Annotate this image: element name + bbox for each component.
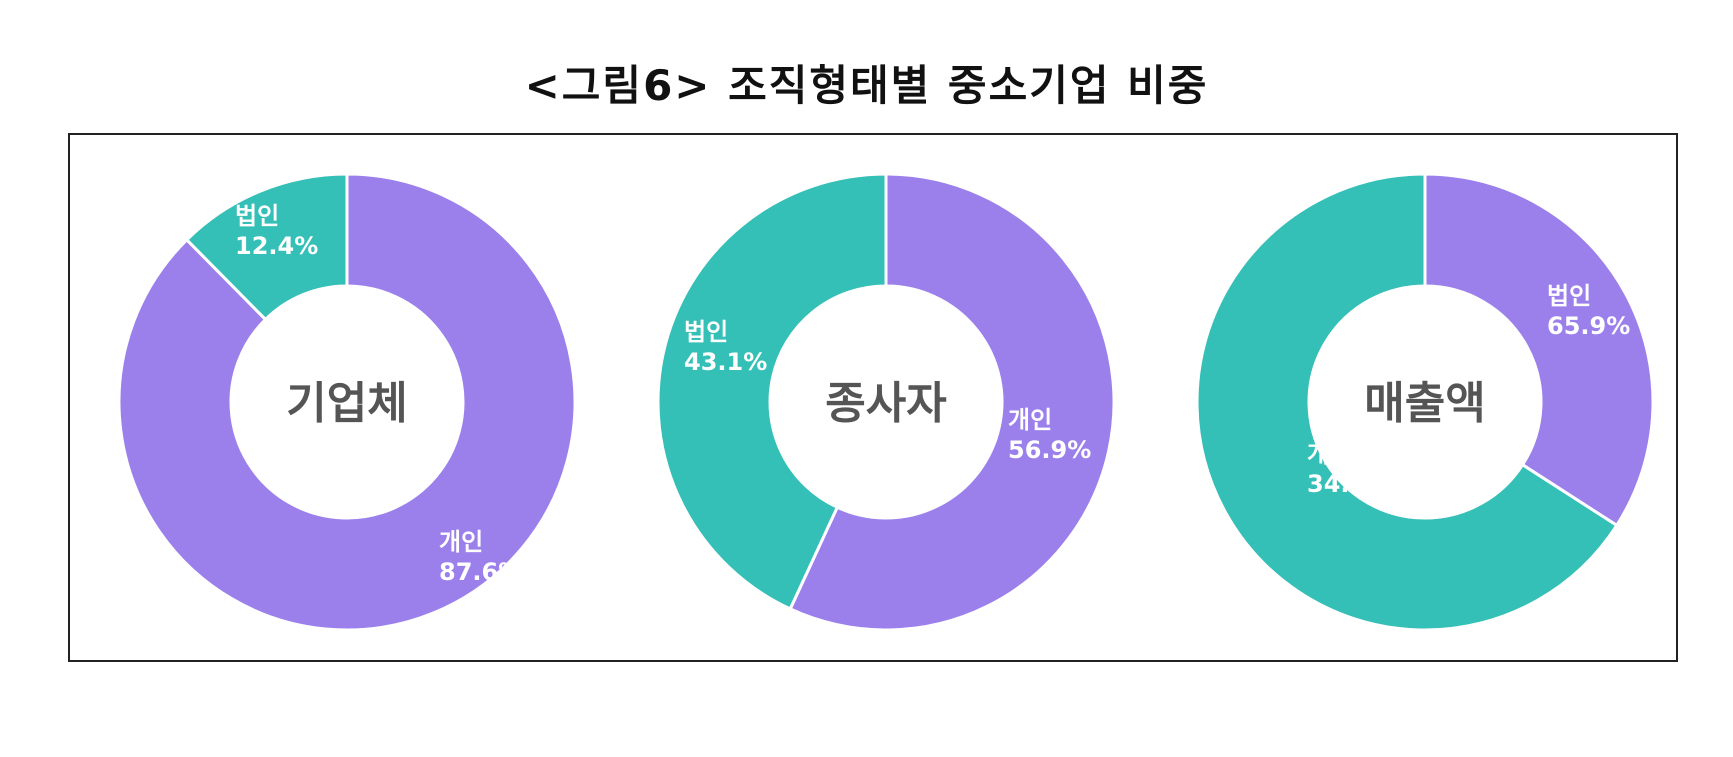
donut-3-slice-1-value: 34.1% bbox=[1307, 470, 1390, 498]
donut-1-slice-1-value: 87.6% bbox=[439, 558, 522, 586]
chart-title: <그림6> 조직형태별 중소기업 비중 bbox=[524, 61, 1209, 110]
donut-3-slice-2 bbox=[1195, 172, 1619, 632]
donut-2-slice-1 bbox=[788, 172, 1116, 632]
donut-2-slice-2-value: 43.1% bbox=[684, 348, 767, 376]
donut-3-slice-1 bbox=[1423, 172, 1655, 528]
donut-1-slice-2-value: 12.4% bbox=[235, 232, 318, 260]
donut-2-slice-1-name: 개인 bbox=[1008, 406, 1052, 434]
donut-2-center-label: 종사자 bbox=[825, 378, 946, 429]
donut-1-slice-2-name: 법인 bbox=[235, 202, 279, 230]
donut-3-slice-2-value: 65.9% bbox=[1547, 312, 1630, 340]
donut-2-slice-1-value: 56.9% bbox=[1008, 436, 1091, 464]
donut-2-slice-2 bbox=[656, 172, 888, 611]
donut-2-slice-2-name: 법인 bbox=[684, 318, 728, 346]
donut-3-slice-1-name: 개인 bbox=[1307, 440, 1351, 468]
donut-3-slice-2-name: 법인 bbox=[1547, 282, 1591, 310]
donut-1-slice-1-name: 개인 bbox=[439, 528, 483, 556]
donut-3-center-label: 매출액 bbox=[1364, 378, 1485, 429]
donut-1-center-label: 기업체 bbox=[286, 378, 407, 429]
donut-1-slice-2 bbox=[184, 172, 349, 322]
